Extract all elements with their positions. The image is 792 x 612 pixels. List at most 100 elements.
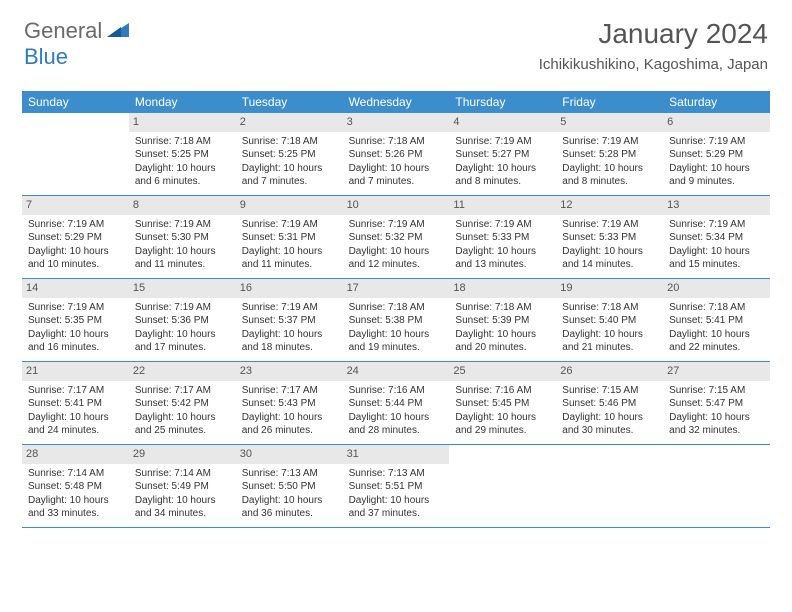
day-info-line: Daylight: 10 hours — [349, 245, 444, 259]
day-info-line: Sunrise: 7:16 AM — [349, 384, 444, 398]
calendar-week: 28Sunrise: 7:14 AMSunset: 5:48 PMDayligh… — [22, 445, 770, 528]
calendar-cell: 21Sunrise: 7:17 AMSunset: 5:41 PMDayligh… — [22, 362, 129, 444]
day-number: 19 — [556, 279, 663, 298]
day-info-line: Daylight: 10 hours — [562, 328, 657, 342]
weekday-header-row: Sunday Monday Tuesday Wednesday Thursday… — [22, 91, 770, 113]
day-number: 24 — [343, 362, 450, 381]
day-info-line: and 36 minutes. — [242, 507, 337, 521]
day-info-line: Daylight: 10 hours — [28, 245, 123, 259]
calendar-cell: 31Sunrise: 7:13 AMSunset: 5:51 PMDayligh… — [343, 445, 450, 527]
day-info-line: Daylight: 10 hours — [349, 328, 444, 342]
day-info-line: Daylight: 10 hours — [242, 494, 337, 508]
day-info-line: Daylight: 10 hours — [669, 245, 764, 259]
brand-text-blue: Blue — [24, 44, 68, 69]
day-info-line: Sunrise: 7:19 AM — [669, 218, 764, 232]
day-number: 3 — [343, 113, 450, 132]
day-number: 25 — [449, 362, 556, 381]
day-info-line: Sunset: 5:51 PM — [349, 480, 444, 494]
day-number: 20 — [663, 279, 770, 298]
weekday-saturday: Saturday — [663, 91, 770, 113]
calendar-cell — [449, 445, 556, 527]
day-info-line: Sunset: 5:38 PM — [349, 314, 444, 328]
day-info-line: Sunrise: 7:19 AM — [455, 135, 550, 149]
day-info-line: Sunset: 5:40 PM — [562, 314, 657, 328]
day-info-line: Daylight: 10 hours — [455, 328, 550, 342]
calendar-cell: 6Sunrise: 7:19 AMSunset: 5:29 PMDaylight… — [663, 113, 770, 195]
day-info-line: Sunrise: 7:19 AM — [242, 218, 337, 232]
day-info-line: Sunrise: 7:19 AM — [562, 218, 657, 232]
day-info-line: Daylight: 10 hours — [242, 162, 337, 176]
day-info-line: Sunset: 5:36 PM — [135, 314, 230, 328]
day-info-line: and 17 minutes. — [135, 341, 230, 355]
day-number: 15 — [129, 279, 236, 298]
day-info-line: and 15 minutes. — [669, 258, 764, 272]
day-info-line: Daylight: 10 hours — [135, 245, 230, 259]
day-info-line: and 30 minutes. — [562, 424, 657, 438]
day-info-line: Daylight: 10 hours — [28, 494, 123, 508]
day-number: 10 — [343, 196, 450, 215]
calendar-week: 14Sunrise: 7:19 AMSunset: 5:35 PMDayligh… — [22, 279, 770, 362]
day-info-line: Daylight: 10 hours — [669, 162, 764, 176]
calendar-cell: 15 Sunrise: 7:19 AMSunset: 5:36 PMDayligh… — [129, 279, 236, 361]
day-info-line: and 14 minutes. — [562, 258, 657, 272]
day-number: 6 — [663, 113, 770, 132]
calendar-cell: 2Sunrise: 7:18 AMSunset: 5:25 PMDaylight… — [236, 113, 343, 195]
day-info-line: Daylight: 10 hours — [349, 162, 444, 176]
day-info-line: Sunset: 5:47 PM — [669, 397, 764, 411]
calendar-cell: 7Sunrise: 7:19 AMSunset: 5:29 PMDaylight… — [22, 196, 129, 278]
calendar-cell: 27Sunrise: 7:15 AMSunset: 5:47 PMDayligh… — [663, 362, 770, 444]
day-info-line: Sunset: 5:44 PM — [349, 397, 444, 411]
day-number: 12 — [556, 196, 663, 215]
day-number: 30 — [236, 445, 343, 464]
day-info-line: Sunrise: 7:19 AM — [28, 301, 123, 315]
day-info-line: and 21 minutes. — [562, 341, 657, 355]
day-info-line: Sunrise: 7:14 AM — [28, 467, 123, 481]
day-info-line: and 28 minutes. — [349, 424, 444, 438]
day-number: 26 — [556, 362, 663, 381]
day-number: 4 — [449, 113, 556, 132]
day-info-line: Sunset: 5:33 PM — [455, 231, 550, 245]
day-info-line: and 16 minutes. — [28, 341, 123, 355]
calendar-cell: 14Sunrise: 7:19 AMSunset: 5:35 PMDayligh… — [22, 279, 129, 361]
day-info-line: Sunset: 5:48 PM — [28, 480, 123, 494]
day-info-line: Sunrise: 7:19 AM — [669, 135, 764, 149]
day-info-line: Sunrise: 7:18 AM — [349, 301, 444, 315]
calendar-cell: 29Sunrise: 7:14 AMSunset: 5:49 PMDayligh… — [129, 445, 236, 527]
day-number: 7 — [22, 196, 129, 215]
day-info-line: Sunset: 5:41 PM — [28, 397, 123, 411]
calendar-cell: 22Sunrise: 7:17 AMSunset: 5:42 PMDayligh… — [129, 362, 236, 444]
day-info-line: Daylight: 10 hours — [28, 328, 123, 342]
day-info-line: Sunset: 5:39 PM — [455, 314, 550, 328]
day-info-line: Sunrise: 7:19 AM — [135, 218, 230, 232]
day-number: 31 — [343, 445, 450, 464]
day-info-line: Sunset: 5:27 PM — [455, 148, 550, 162]
day-info-line: Sunrise: 7:19 AM — [135, 301, 230, 315]
day-info-line: Daylight: 10 hours — [669, 411, 764, 425]
calendar-cell: 1Sunrise: 7:18 AMSunset: 5:25 PMDaylight… — [129, 113, 236, 195]
day-info-line: Daylight: 10 hours — [135, 162, 230, 176]
day-info-line: Sunset: 5:43 PM — [242, 397, 337, 411]
day-info-line: Sunrise: 7:18 AM — [349, 135, 444, 149]
day-info-line: Daylight: 10 hours — [135, 328, 230, 342]
day-info-line: Sunset: 5:25 PM — [242, 148, 337, 162]
day-info-line: Daylight: 10 hours — [28, 411, 123, 425]
day-info-line: Sunset: 5:46 PM — [562, 397, 657, 411]
day-info-line: Sunrise: 7:18 AM — [135, 135, 230, 149]
calendar-cell: 13Sunrise: 7:19 AMSunset: 5:34 PMDayligh… — [663, 196, 770, 278]
day-info-line: Sunset: 5:28 PM — [562, 148, 657, 162]
day-info-line: Sunrise: 7:17 AM — [242, 384, 337, 398]
calendar-cell: 19Sunrise: 7:18 AMSunset: 5:40 PMDayligh… — [556, 279, 663, 361]
calendar-cell: 20Sunrise: 7:18 AMSunset: 5:41 PMDayligh… — [663, 279, 770, 361]
calendar-cell: 9Sunrise: 7:19 AMSunset: 5:31 PMDaylight… — [236, 196, 343, 278]
calendar-week: 7Sunrise: 7:19 AMSunset: 5:29 PMDaylight… — [22, 196, 770, 279]
calendar-cell: 8Sunrise: 7:19 AMSunset: 5:30 PMDaylight… — [129, 196, 236, 278]
day-number: 21 — [22, 362, 129, 381]
day-info-line: Sunrise: 7:19 AM — [28, 218, 123, 232]
day-info-line: and 11 minutes. — [135, 258, 230, 272]
calendar-cell: 3Sunrise: 7:18 AMSunset: 5:26 PMDaylight… — [343, 113, 450, 195]
day-info-line: and 13 minutes. — [455, 258, 550, 272]
day-info-line: Sunrise: 7:13 AM — [349, 467, 444, 481]
calendar-cell: 18Sunrise: 7:18 AMSunset: 5:39 PMDayligh… — [449, 279, 556, 361]
day-info-line: and 34 minutes. — [135, 507, 230, 521]
day-info-line: and 25 minutes. — [135, 424, 230, 438]
